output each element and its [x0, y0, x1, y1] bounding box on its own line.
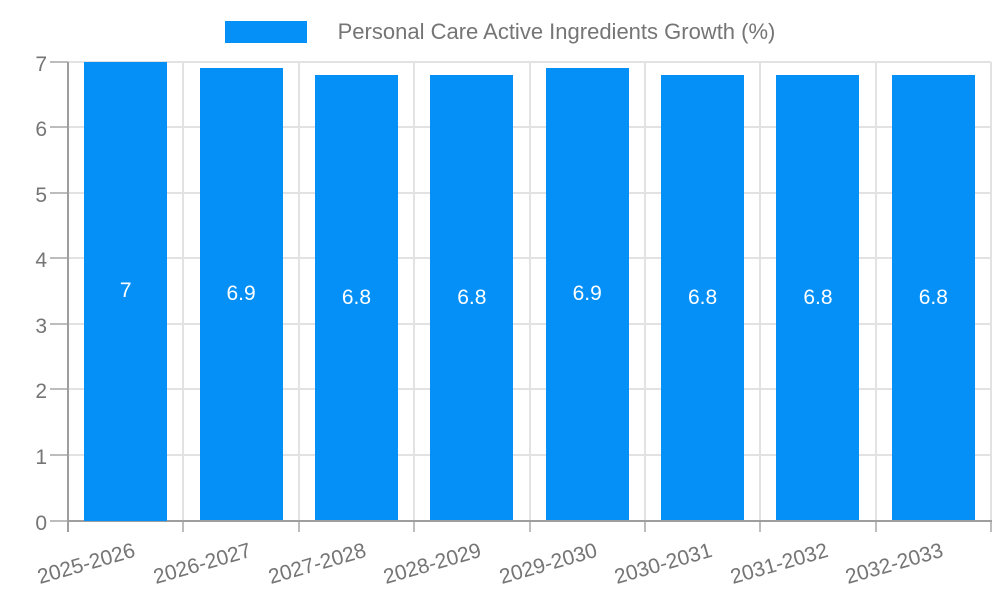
bar[interactable]: 6.8	[314, 74, 398, 521]
gridline-vertical	[297, 61, 300, 521]
x-tick-mark	[182, 521, 185, 532]
y-tick-label: 7	[35, 52, 47, 76]
y-tick-mark	[50, 388, 68, 391]
bar-value-label: 6.8	[687, 285, 718, 309]
bar-value-label: 6.8	[341, 285, 372, 309]
bar[interactable]: 7	[84, 61, 168, 521]
x-tick-mark	[759, 521, 762, 532]
y-tick-mark	[50, 322, 68, 325]
x-tick-label: 2031-2032	[727, 539, 831, 589]
x-axis-line	[67, 519, 992, 522]
gridline-vertical	[182, 61, 185, 521]
bar[interactable]: 6.9	[199, 68, 283, 521]
gridline-vertical	[990, 61, 992, 521]
x-tick-label: 2027-2028	[265, 539, 369, 589]
y-tick-label: 6	[35, 118, 47, 142]
bar-value-label: 6.8	[803, 285, 833, 309]
gridline-vertical	[643, 61, 646, 521]
gridline-vertical	[413, 61, 416, 521]
bar[interactable]: 6.8	[891, 74, 975, 521]
y-tick-label: 3	[35, 314, 47, 338]
gridline-vertical	[759, 61, 762, 521]
y-tick-mark	[50, 257, 68, 260]
gridline-vertical	[528, 61, 531, 521]
x-tick-label: 2029-2030	[496, 539, 600, 589]
bar[interactable]: 6.8	[430, 74, 514, 521]
x-tick-mark	[990, 521, 992, 532]
x-tick-label: 2025-2026	[35, 539, 139, 589]
y-tick-label: 0	[35, 511, 47, 535]
x-tick-mark	[413, 521, 416, 532]
y-tick-label: 4	[35, 249, 47, 273]
x-tick-mark	[874, 521, 877, 532]
y-tick-mark	[50, 126, 68, 129]
legend-swatch	[224, 21, 307, 43]
bar-value-label: 6.8	[918, 285, 948, 309]
bar[interactable]: 6.8	[661, 74, 745, 521]
x-tick-label: 2030-2031	[612, 539, 715, 589]
chart-title: Personal Care Active Ingredients Growth …	[337, 19, 776, 44]
legend[interactable]: Personal Care Active Ingredients Growth …	[0, 20, 1000, 44]
bar[interactable]: 6.9	[545, 68, 629, 521]
x-tick-label: 2032-2033	[842, 539, 946, 589]
x-tick-mark	[528, 521, 531, 532]
y-tick-label: 1	[35, 445, 47, 469]
x-tick-mark	[643, 521, 646, 532]
bar-value-label: 6.9	[572, 282, 602, 306]
y-axis-line	[67, 61, 69, 532]
y-tick-mark	[50, 60, 68, 63]
gridline-vertical	[874, 61, 877, 521]
x-tick-label: 2028-2029	[381, 539, 485, 589]
y-tick-mark	[50, 191, 68, 194]
bar-value-label: 6.8	[457, 285, 487, 309]
y-tick-mark	[50, 453, 68, 456]
bar-value-label: 7	[119, 279, 132, 302]
y-tick-label: 2	[35, 380, 47, 404]
x-tick-label: 2026-2027	[150, 539, 254, 589]
y-tick-mark	[50, 519, 68, 522]
bar[interactable]: 6.8	[776, 74, 860, 521]
y-tick-label: 5	[35, 183, 47, 207]
x-tick-mark	[297, 521, 300, 532]
bar-value-label: 6.9	[226, 282, 256, 306]
